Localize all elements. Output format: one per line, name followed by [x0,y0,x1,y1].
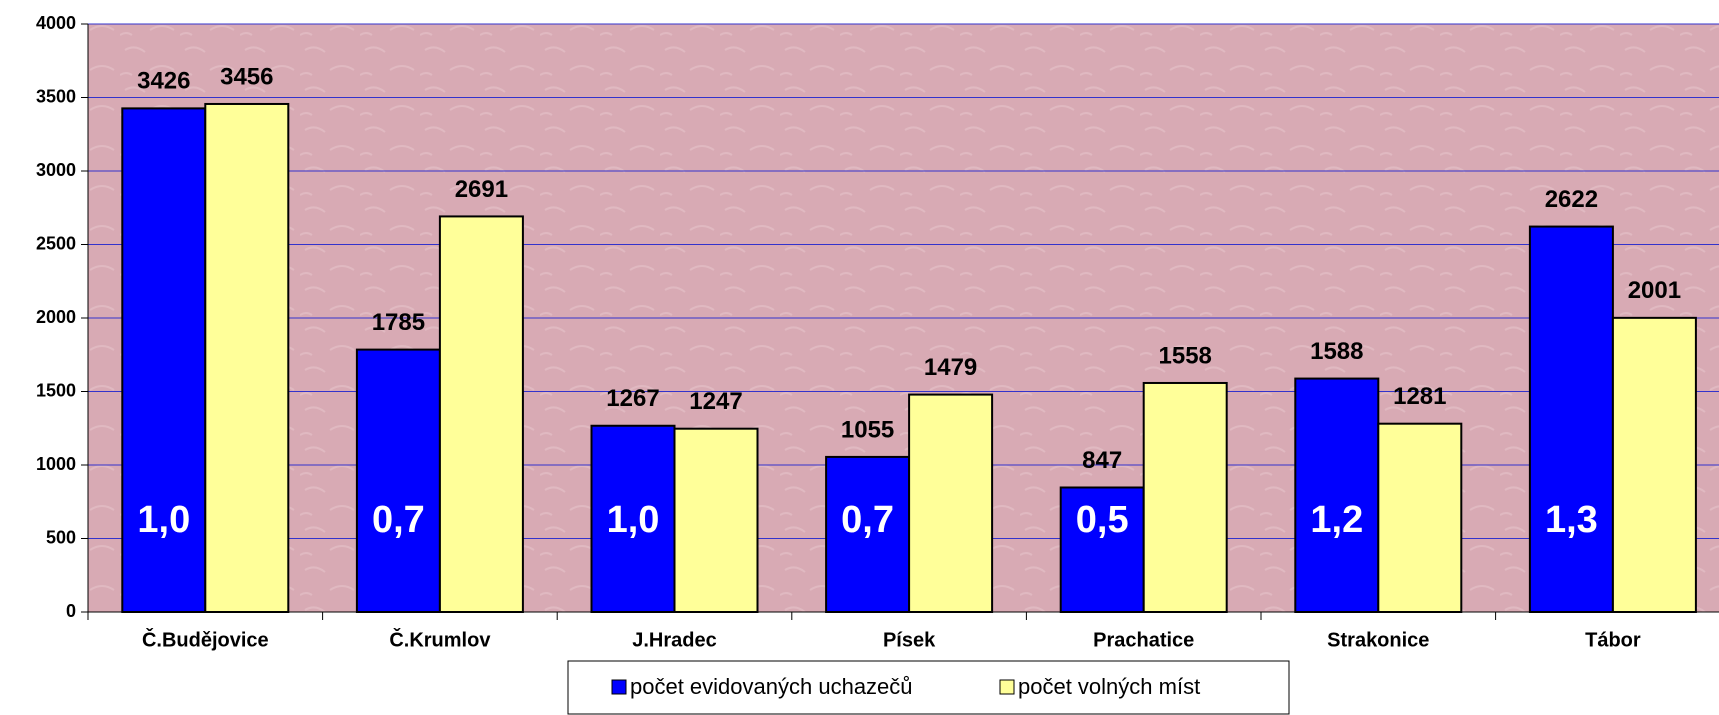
y-tick-label: 2500 [36,233,76,253]
bar [438,215,524,613]
y-tick-label: 0 [66,601,76,621]
legend-label: počet volných míst [1018,674,1200,699]
value-label: 1588 [1310,338,1363,365]
value-label: 3456 [220,63,273,90]
legend-label: počet evidovaných uchazečů [630,674,913,699]
bar [1528,225,1614,613]
value-label: 1558 [1159,342,1212,369]
ratio-label: 1,2 [1310,499,1363,541]
bar [355,348,441,613]
x-tick-label: Prachatice [1093,629,1194,651]
bar [1377,422,1463,613]
value-label: 1267 [606,385,659,412]
ratio-label: 1,0 [607,499,660,541]
value-label: 1479 [924,354,977,381]
ratio-label: 1,0 [137,499,190,541]
y-tick-label: 1500 [36,380,76,400]
y-tick-label: 1000 [36,454,76,474]
bar [1611,316,1697,613]
bar [121,107,207,614]
legend [567,660,1290,715]
value-label: 847 [1082,447,1122,474]
bar [1142,381,1228,613]
ratio-label: 0,5 [1076,499,1129,541]
value-label: 2622 [1545,186,1598,213]
y-tick-label: 3500 [36,86,76,106]
x-tick-label: Tábor [1585,629,1641,651]
value-label: 2001 [1628,277,1681,304]
bar [204,102,290,614]
x-tick-label: Strakonice [1327,629,1429,651]
y-tick-label: 500 [46,527,76,547]
value-label: 1785 [372,309,425,336]
x-tick-label: Písek [883,629,936,651]
value-label: 1247 [689,388,742,415]
legend-swatch [999,679,1015,695]
bar [590,424,676,613]
y-tick-label: 3000 [36,160,76,180]
ratio-label: 1,3 [1545,499,1598,541]
y-tick-label: 2000 [36,307,76,327]
x-tick-label: J.Hradec [632,629,717,651]
value-label: 3426 [137,68,190,95]
ratio-label: 0,7 [841,499,894,541]
x-tick-label: Č.Krumlov [389,627,491,651]
value-label: 1281 [1393,383,1446,410]
ratio-label: 0,7 [372,499,425,541]
value-label: 1055 [841,416,894,443]
legend-swatch [611,679,627,695]
bar [908,393,994,613]
bar [825,455,911,614]
value-label: 2691 [455,176,508,203]
y-tick-label: 4000 [36,13,76,33]
bar [1294,377,1380,613]
bar [673,427,759,614]
bar [1059,486,1145,613]
x-tick-label: Č.Budějovice [142,627,269,651]
